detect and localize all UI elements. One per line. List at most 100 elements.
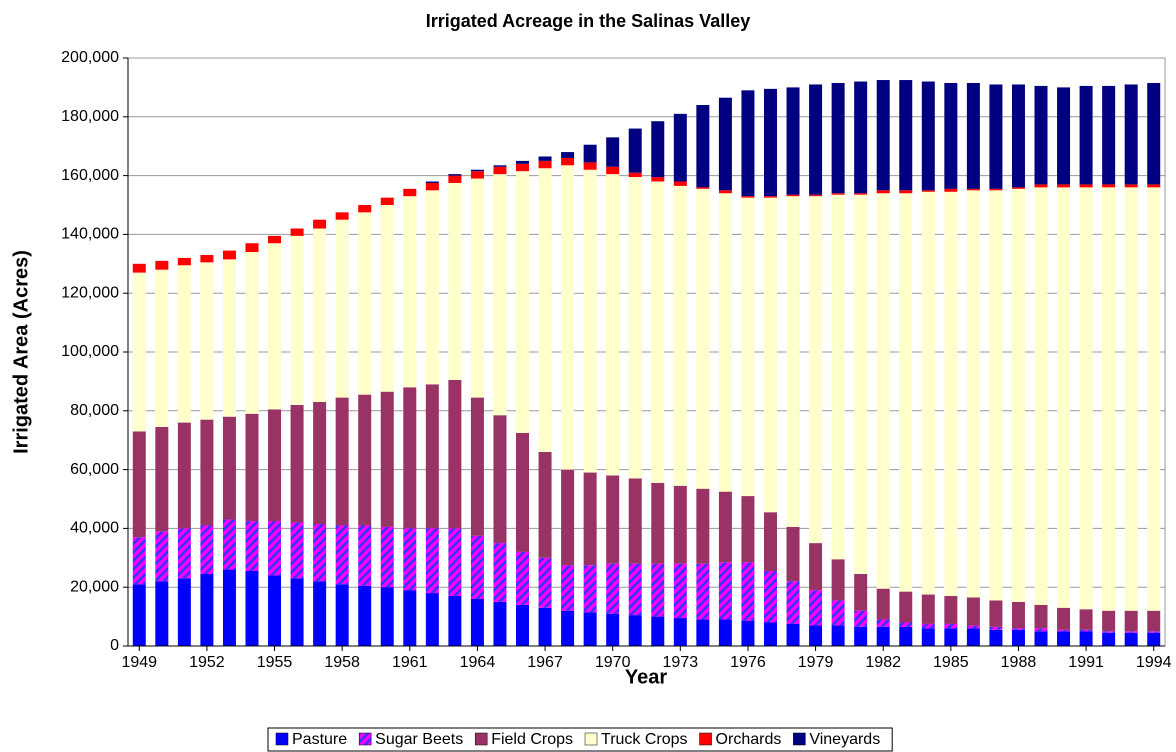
- bar-segment: [809, 194, 823, 197]
- bar-segment: [132, 537, 146, 585]
- bar-segment: [448, 175, 462, 183]
- bar-segment: [561, 157, 575, 166]
- bar-segment: [921, 81, 935, 191]
- x-tick-label: 1952: [189, 654, 225, 671]
- bar-segment: [966, 82, 980, 189]
- bar-segment: [561, 152, 575, 158]
- bar-segment: [944, 188, 958, 192]
- bar-segment: [268, 243, 282, 410]
- bar-segment: [831, 625, 845, 646]
- bar-segment: [470, 169, 484, 172]
- bar-segment: [335, 525, 349, 585]
- bar-segment: [831, 559, 845, 601]
- bar-segment: [290, 235, 304, 405]
- bar-segment: [313, 219, 327, 229]
- bar-segment: [1057, 629, 1071, 632]
- bar-segment: [1011, 188, 1025, 602]
- y-tick-label: 180,000: [61, 108, 119, 125]
- bar-segment: [696, 187, 710, 189]
- bar-segment: [516, 604, 530, 646]
- bar-segment: [470, 397, 484, 536]
- bar-segment: [1124, 187, 1138, 611]
- bar-segment: [448, 174, 462, 176]
- bar-segment: [403, 528, 417, 591]
- bar-segment: [561, 565, 575, 611]
- bar-segment: [1057, 184, 1071, 188]
- bar-segment: [899, 622, 913, 627]
- bar-segment: [380, 526, 394, 588]
- bar-segment: [583, 565, 597, 613]
- bar-segment: [899, 190, 913, 194]
- bar-segment: [448, 528, 462, 597]
- bar-segment: [403, 590, 417, 646]
- legend-box: [267, 727, 893, 752]
- bar-segment: [493, 543, 507, 602]
- bar-segment: [448, 182, 462, 380]
- bar-segment: [516, 551, 530, 605]
- bar-segment: [741, 197, 755, 497]
- x-tick-label: 1949: [121, 654, 157, 671]
- bar-segment: [222, 250, 236, 260]
- x-tick-label: 1961: [392, 654, 428, 671]
- bar-segment: [1124, 84, 1138, 185]
- bar-segment: [268, 575, 282, 646]
- bar-segment: [425, 181, 439, 183]
- bar-segment: [1147, 610, 1161, 632]
- bar-segment: [1057, 631, 1071, 646]
- bar-segment: [718, 97, 732, 191]
- legend-label: Truck Crops: [601, 731, 688, 748]
- bar-segment: [1079, 187, 1093, 610]
- bar-segment: [425, 182, 439, 191]
- bar-segment: [200, 419, 214, 526]
- bar-segment: [200, 254, 214, 263]
- bar-segment: [966, 188, 980, 191]
- bar-segment: [989, 188, 1003, 191]
- x-tick-label: 1970: [595, 654, 631, 671]
- bar-segment: [854, 194, 868, 574]
- bar-segment: [583, 144, 597, 163]
- bar-segment: [1057, 87, 1071, 185]
- bar-segment: [538, 160, 552, 169]
- bar-segment: [155, 426, 169, 532]
- bar-segment: [222, 569, 236, 646]
- bar-segment: [718, 562, 732, 620]
- bar-segment: [245, 571, 259, 646]
- bar-segment: [718, 491, 732, 563]
- bar-segment: [222, 416, 236, 520]
- legend: Pasture Sugar Beets Field Crops Truck Crops…: [267, 727, 893, 752]
- bar-segment: [1034, 187, 1048, 605]
- legend-swatch: [699, 732, 712, 746]
- legend-label: Sugar Beets: [375, 731, 463, 748]
- bar-segment: [290, 578, 304, 646]
- bar-segment: [786, 194, 800, 197]
- bar-segment: [673, 485, 687, 564]
- y-tick-label: 80,000: [70, 402, 119, 419]
- bar-segment: [335, 219, 349, 398]
- bar-segment: [899, 80, 913, 191]
- bar-segment: [989, 190, 1003, 601]
- bar-segment: [561, 165, 575, 470]
- bar-segment: [425, 190, 439, 385]
- bar-segment: [538, 607, 552, 646]
- bar-segment: [1124, 184, 1138, 188]
- bar-segment: [763, 571, 777, 623]
- bar-segment: [268, 521, 282, 576]
- bar-segment: [741, 196, 755, 198]
- bar-segment: [425, 528, 439, 594]
- bar-segment: [1034, 628, 1048, 632]
- bar-segment: [538, 557, 552, 608]
- bar-segment: [989, 600, 1003, 627]
- x-tick-label: 1988: [1001, 654, 1037, 671]
- bar-segment: [1102, 632, 1116, 646]
- bar-segment: [606, 613, 620, 646]
- bar-segment: [1147, 631, 1161, 633]
- bar-segment: [561, 469, 575, 566]
- bar-segment: [921, 190, 935, 192]
- bar-segment: [313, 228, 327, 402]
- bar-segment: [944, 628, 958, 646]
- legend-label: Pasture: [292, 731, 347, 748]
- bar-segment: [516, 171, 530, 433]
- bar-segment: [313, 401, 327, 524]
- bar-segment: [1011, 84, 1025, 188]
- bar-segment: [380, 587, 394, 646]
